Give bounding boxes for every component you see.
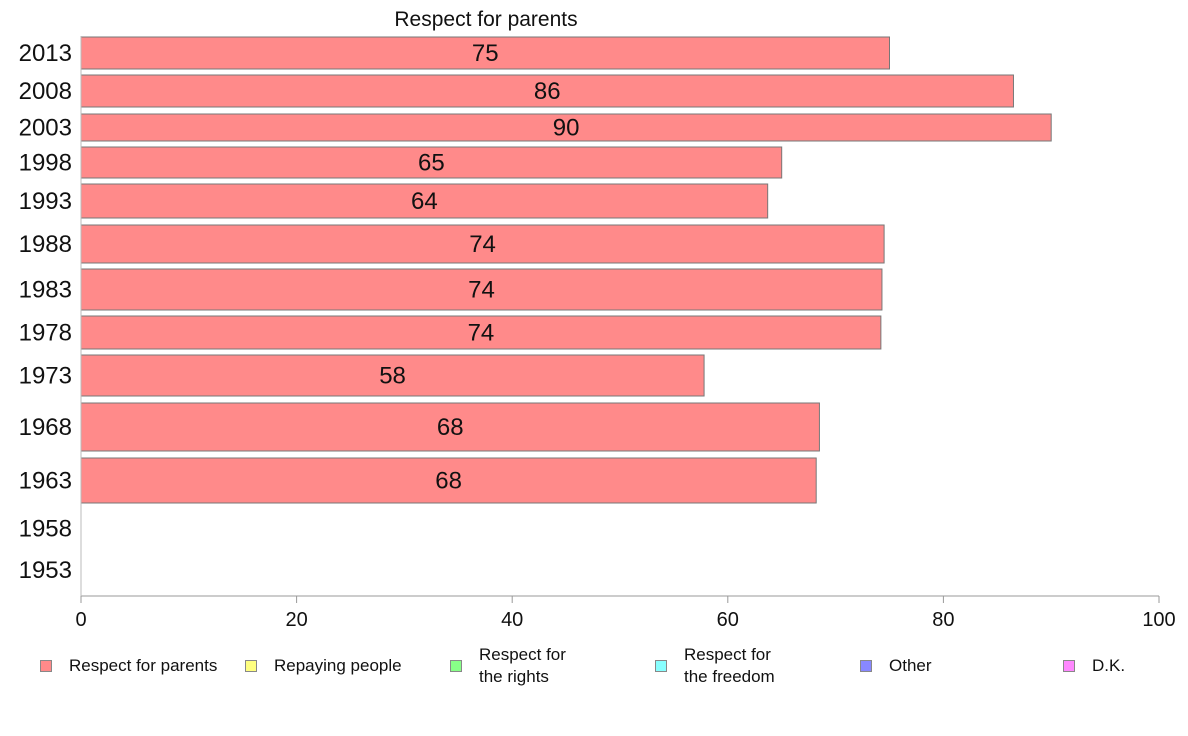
bar-value-label: 68 bbox=[435, 468, 462, 495]
legend-item: Other bbox=[860, 644, 932, 688]
legend-swatch bbox=[450, 660, 462, 672]
legend-swatch bbox=[1063, 660, 1075, 672]
bar-value-label: 74 bbox=[468, 277, 495, 304]
bar bbox=[80, 113, 1052, 142]
y-tick-label: 1963 bbox=[19, 468, 72, 495]
y-tick-label: 1988 bbox=[19, 231, 72, 258]
bar bbox=[80, 457, 817, 504]
y-axis-labels: 2013 2008 2003 1998 1993 1988 1983 1978 1973 1968… bbox=[19, 40, 72, 584]
x-tick-label: 60 bbox=[717, 609, 739, 631]
legend-label: Respect for parents bbox=[69, 656, 218, 675]
y-tick-label: 1973 bbox=[19, 363, 72, 390]
y-tick-label: 1958 bbox=[19, 516, 72, 543]
legend-swatch bbox=[245, 660, 257, 672]
legend-label: Repaying people bbox=[274, 656, 402, 675]
legend-swatch bbox=[860, 660, 872, 672]
bar-value-label: 58 bbox=[379, 363, 406, 390]
x-tick-label: 40 bbox=[501, 609, 523, 631]
y-tick-label: 2013 bbox=[19, 40, 72, 67]
y-tick-label: 1983 bbox=[19, 277, 72, 304]
bar-value-label: 75 bbox=[472, 40, 499, 67]
bar bbox=[80, 268, 883, 311]
legend-swatch bbox=[40, 660, 52, 672]
bar-value-label: 90 bbox=[553, 115, 580, 142]
y-tick-label: 2008 bbox=[19, 78, 72, 105]
bar bbox=[80, 183, 769, 219]
legend-item: Repaying people bbox=[245, 644, 402, 688]
legend-label: Respect for the rights bbox=[479, 645, 566, 686]
bar-value-label: 64 bbox=[411, 188, 438, 215]
bar bbox=[80, 224, 885, 264]
y-tick-label: 1968 bbox=[19, 414, 72, 441]
y-tick-label: 1953 bbox=[19, 557, 72, 584]
legend-item: Respect for the freedom bbox=[655, 644, 775, 688]
x-tick-label: 80 bbox=[932, 609, 954, 631]
bar-value-label: 74 bbox=[468, 320, 495, 347]
legend-swatch bbox=[655, 660, 667, 672]
legend-label: Other bbox=[889, 656, 932, 675]
x-tick-label: 100 bbox=[1142, 609, 1175, 631]
bar bbox=[80, 146, 783, 179]
chart-title: Respect for parents bbox=[394, 8, 577, 31]
chart: Respect for parents 75 86 90 65 64 74 74 74 58 68… bbox=[19, 8, 1176, 631]
y-tick-label: 1993 bbox=[19, 188, 72, 215]
bar bbox=[80, 36, 890, 70]
legend: Respect for parents Repaying people Respec… bbox=[0, 644, 1188, 694]
bar bbox=[80, 74, 1014, 108]
bar-value-label: 65 bbox=[418, 150, 445, 177]
legend-label: Respect for the freedom bbox=[684, 645, 775, 686]
legend-item: Respect for the rights bbox=[450, 644, 566, 688]
bars-group: 75 86 90 65 64 74 74 74 58 68 68 bbox=[80, 36, 1052, 504]
bar-value-label: 86 bbox=[534, 78, 561, 105]
bar-value-label: 74 bbox=[469, 231, 496, 258]
y-tick-label: 1998 bbox=[19, 150, 72, 177]
legend-item: D.K. bbox=[1063, 644, 1125, 688]
x-tick-label: 0 bbox=[75, 609, 86, 631]
x-tick-label: 20 bbox=[285, 609, 307, 631]
x-axis: 0 20 40 60 80 100 bbox=[75, 36, 1176, 631]
bar-value-label: 68 bbox=[437, 414, 464, 441]
y-tick-label: 1978 bbox=[19, 320, 72, 347]
legend-label: D.K. bbox=[1092, 656, 1126, 675]
legend-item: Respect for parents bbox=[40, 644, 217, 688]
y-tick-label: 2003 bbox=[19, 115, 72, 142]
bar bbox=[80, 402, 820, 452]
